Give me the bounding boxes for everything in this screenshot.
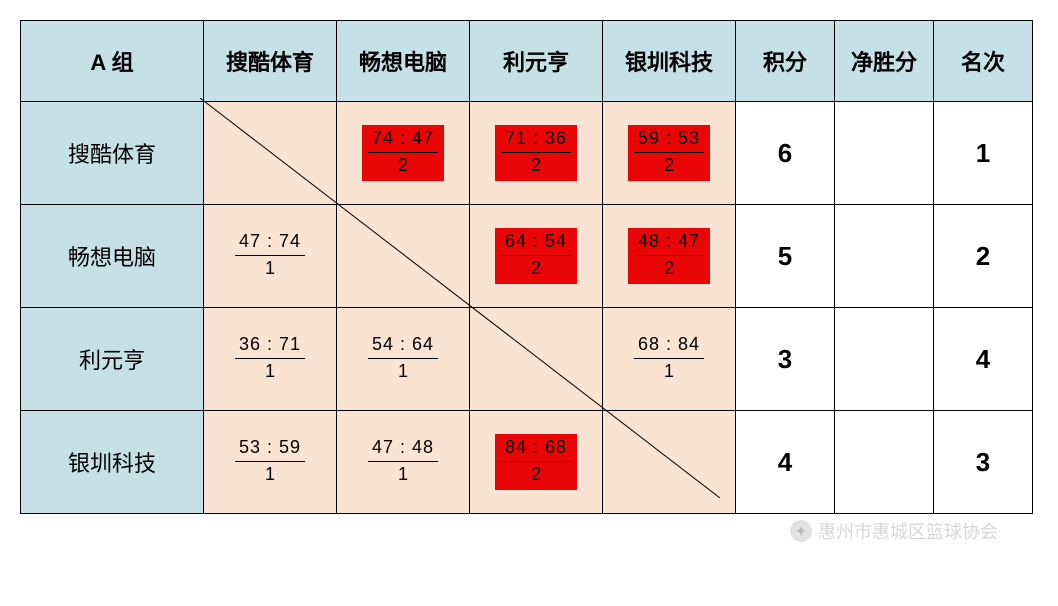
score-top: 59 : 53 xyxy=(634,127,704,152)
header-netdiff: 净胜分 xyxy=(835,21,934,102)
standings-table: A 组 搜酷体育 畅想电脑 利元亨 银圳科技 积分 净胜分 名次 搜酷体育 74… xyxy=(20,20,1033,514)
score-bot: 2 xyxy=(501,257,571,280)
header-rank: 名次 xyxy=(934,21,1033,102)
row-team-2: 利元亨 xyxy=(21,308,204,411)
score-top: 53 : 59 xyxy=(235,436,305,461)
row-team-1: 畅想电脑 xyxy=(21,205,204,308)
score-box: 84 : 68 2 xyxy=(495,434,577,490)
cell-diag-2 xyxy=(470,308,603,411)
score-bot: 1 xyxy=(368,360,438,383)
score-bot: 1 xyxy=(368,463,438,486)
score-bot: 1 xyxy=(235,463,305,486)
score-box: 74 : 47 2 xyxy=(362,125,444,181)
rank-2: 4 xyxy=(934,308,1033,411)
watermark: ✦ 惠州市惠城区篮球协会 xyxy=(790,518,998,544)
score-box: 36 : 71 1 xyxy=(229,331,311,387)
score-box: 54 : 64 1 xyxy=(362,331,444,387)
cell-diag-3 xyxy=(603,411,736,514)
header-col-3: 利元亨 xyxy=(470,21,603,102)
cell-r1c2: 64 : 54 2 xyxy=(470,205,603,308)
score-box: 48 : 47 2 xyxy=(628,228,710,284)
points-2: 3 xyxy=(736,308,835,411)
header-col-1: 搜酷体育 xyxy=(204,21,337,102)
score-bot: 1 xyxy=(634,360,704,383)
table-row: 搜酷体育 74 : 47 2 71 : 36 2 59 : 5 xyxy=(21,102,1033,205)
cell-r1c3: 48 : 47 2 xyxy=(603,205,736,308)
points-0: 6 xyxy=(736,102,835,205)
table-row: 银圳科技 53 : 59 1 47 : 48 1 84 : 68 xyxy=(21,411,1033,514)
score-box: 47 : 48 1 xyxy=(362,434,444,490)
score-box: 71 : 36 2 xyxy=(495,125,577,181)
score-top: 54 : 64 xyxy=(368,333,438,358)
header-col-2: 畅想电脑 xyxy=(337,21,470,102)
score-top: 74 : 47 xyxy=(368,127,438,152)
header-points: 积分 xyxy=(736,21,835,102)
score-top: 71 : 36 xyxy=(501,127,571,152)
cell-diag-1 xyxy=(337,205,470,308)
rank-1: 2 xyxy=(934,205,1033,308)
score-top: 47 : 74 xyxy=(235,230,305,255)
score-bot: 2 xyxy=(634,257,704,280)
cell-r3c1: 47 : 48 1 xyxy=(337,411,470,514)
table-row: 畅想电脑 47 : 74 1 64 : 54 2 48 : 4 xyxy=(21,205,1033,308)
netdiff-2 xyxy=(835,308,934,411)
header-row: A 组 搜酷体育 畅想电脑 利元亨 银圳科技 积分 净胜分 名次 xyxy=(21,21,1033,102)
score-top: 36 : 71 xyxy=(235,333,305,358)
score-bot: 2 xyxy=(368,154,438,177)
score-bot: 1 xyxy=(235,360,305,383)
score-bot: 2 xyxy=(634,154,704,177)
wechat-icon: ✦ xyxy=(790,520,812,542)
cell-r2c3: 68 : 84 1 xyxy=(603,308,736,411)
score-box: 53 : 59 1 xyxy=(229,434,311,490)
header-group: A 组 xyxy=(21,21,204,102)
netdiff-1 xyxy=(835,205,934,308)
cell-r2c1: 54 : 64 1 xyxy=(337,308,470,411)
cell-r0c1: 74 : 47 2 xyxy=(337,102,470,205)
score-box: 68 : 84 1 xyxy=(628,331,710,387)
cell-r0c3: 59 : 53 2 xyxy=(603,102,736,205)
cell-r0c2: 71 : 36 2 xyxy=(470,102,603,205)
score-top: 48 : 47 xyxy=(634,230,704,255)
score-box: 47 : 74 1 xyxy=(229,228,311,284)
row-team-0: 搜酷体育 xyxy=(21,102,204,205)
header-col-4: 银圳科技 xyxy=(603,21,736,102)
row-team-3: 银圳科技 xyxy=(21,411,204,514)
score-bot: 2 xyxy=(501,154,571,177)
rank-0: 1 xyxy=(934,102,1033,205)
points-3: 4 xyxy=(736,411,835,514)
score-box: 59 : 53 2 xyxy=(628,125,710,181)
score-bot: 2 xyxy=(501,463,571,486)
cell-r2c0: 36 : 71 1 xyxy=(204,308,337,411)
cell-r3c0: 53 : 59 1 xyxy=(204,411,337,514)
cell-diag-0 xyxy=(204,102,337,205)
score-top: 64 : 54 xyxy=(501,230,571,255)
cell-r1c0: 47 : 74 1 xyxy=(204,205,337,308)
score-bot: 1 xyxy=(235,257,305,280)
score-top: 84 : 68 xyxy=(501,436,571,461)
standings-table-wrapper: A 组 搜酷体育 畅想电脑 利元亨 银圳科技 积分 净胜分 名次 搜酷体育 74… xyxy=(20,20,1028,514)
netdiff-0 xyxy=(835,102,934,205)
score-top: 47 : 48 xyxy=(368,436,438,461)
score-top: 68 : 84 xyxy=(634,333,704,358)
watermark-text: 惠州市惠城区篮球协会 xyxy=(818,518,998,544)
netdiff-3 xyxy=(835,411,934,514)
points-1: 5 xyxy=(736,205,835,308)
rank-3: 3 xyxy=(934,411,1033,514)
cell-r3c2: 84 : 68 2 xyxy=(470,411,603,514)
score-box: 64 : 54 2 xyxy=(495,228,577,284)
table-row: 利元亨 36 : 71 1 54 : 64 1 68 : 84 xyxy=(21,308,1033,411)
